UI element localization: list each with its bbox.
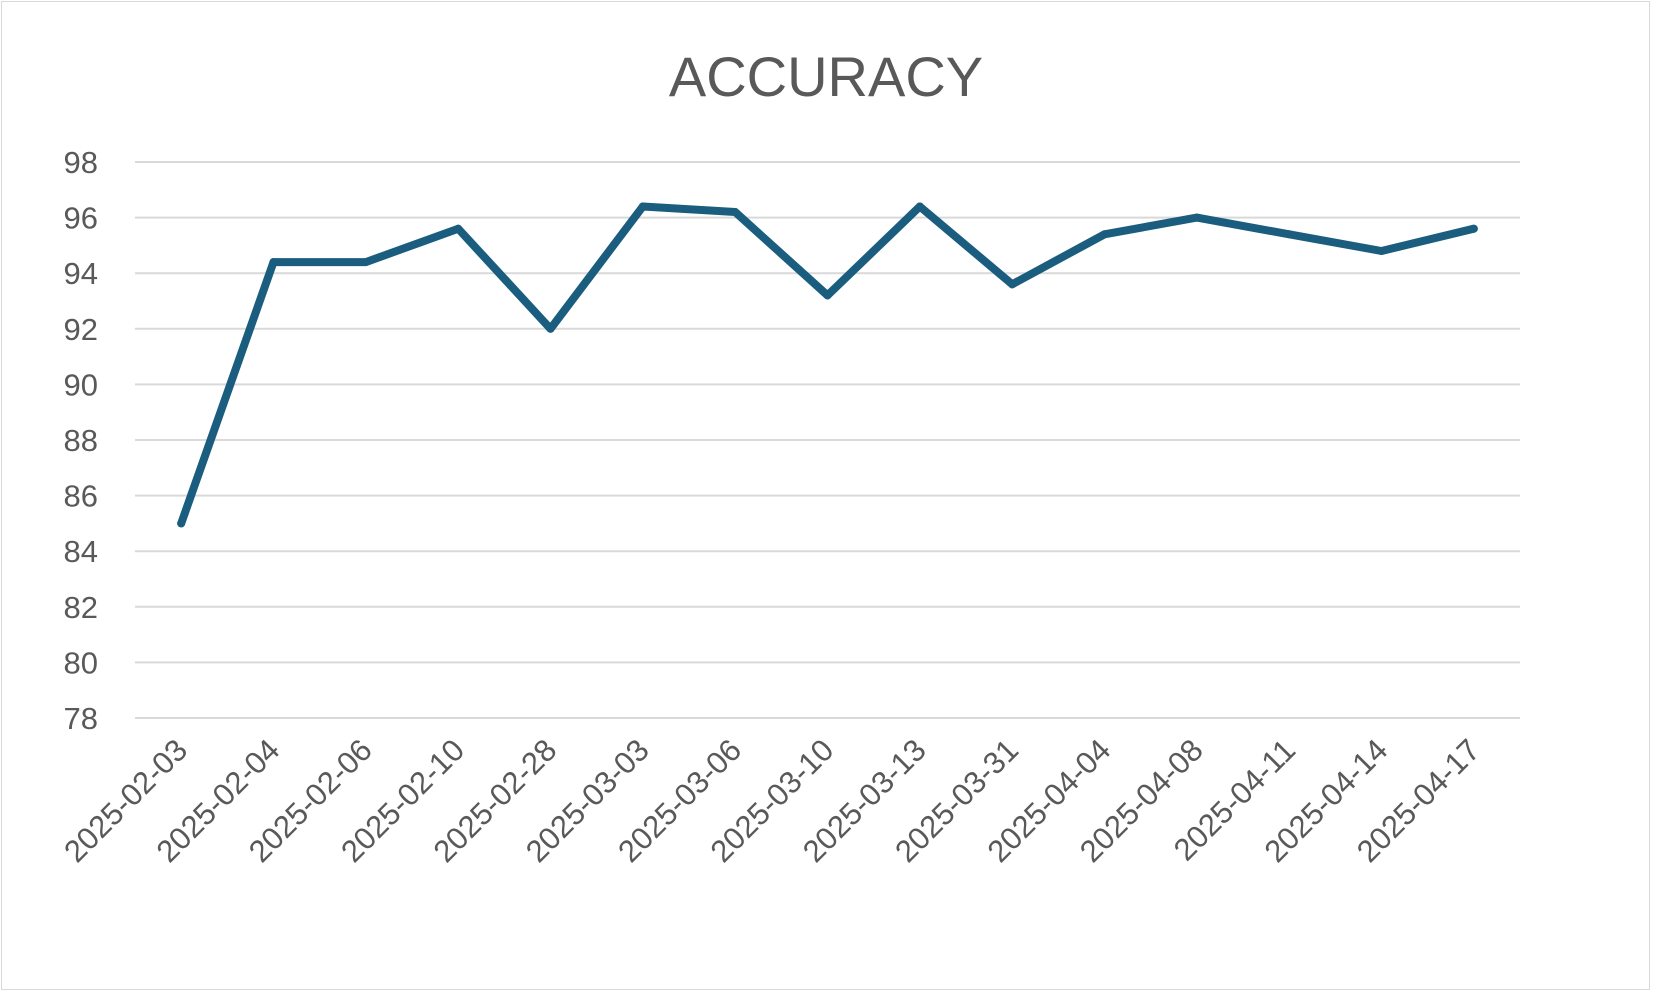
series-line-0: [177, 202, 1478, 528]
data-point: [546, 324, 555, 333]
y-tick-label: 80: [64, 645, 98, 680]
y-tick-label: 92: [64, 312, 98, 347]
data-point: [915, 202, 924, 211]
y-tick-label: 90: [64, 367, 98, 402]
y-tick-label: 88: [64, 423, 98, 458]
data-point: [361, 258, 370, 267]
data-point: [1100, 230, 1109, 239]
x-axis-tick-labels: 2025-02-032025-02-042025-02-062025-02-10…: [57, 732, 1487, 869]
data-point: [1192, 213, 1201, 222]
y-tick-label: 84: [64, 534, 98, 569]
data-point: [177, 519, 186, 528]
data-point: [638, 202, 647, 211]
series-layer: [177, 202, 1478, 528]
data-point: [269, 258, 278, 267]
y-tick-label: 94: [64, 256, 98, 291]
data-point: [454, 224, 463, 233]
data-point: [1008, 280, 1017, 289]
chart-title: ACCURACY: [669, 45, 983, 108]
y-tick-label: 78: [64, 701, 98, 736]
data-point: [731, 208, 740, 217]
y-tick-label: 98: [64, 145, 98, 180]
data-point: [1377, 246, 1386, 255]
y-tick-label: 96: [64, 201, 98, 236]
data-point: [823, 291, 832, 300]
y-tick-label: 82: [64, 590, 98, 625]
gridlines: [135, 161, 1520, 719]
y-tick-label: 86: [64, 479, 98, 514]
data-point: [1285, 230, 1294, 239]
y-axis-tick-labels: 78 80 82 84 86 88 90 92 94 96 98: [64, 145, 98, 736]
data-point: [1469, 224, 1478, 233]
